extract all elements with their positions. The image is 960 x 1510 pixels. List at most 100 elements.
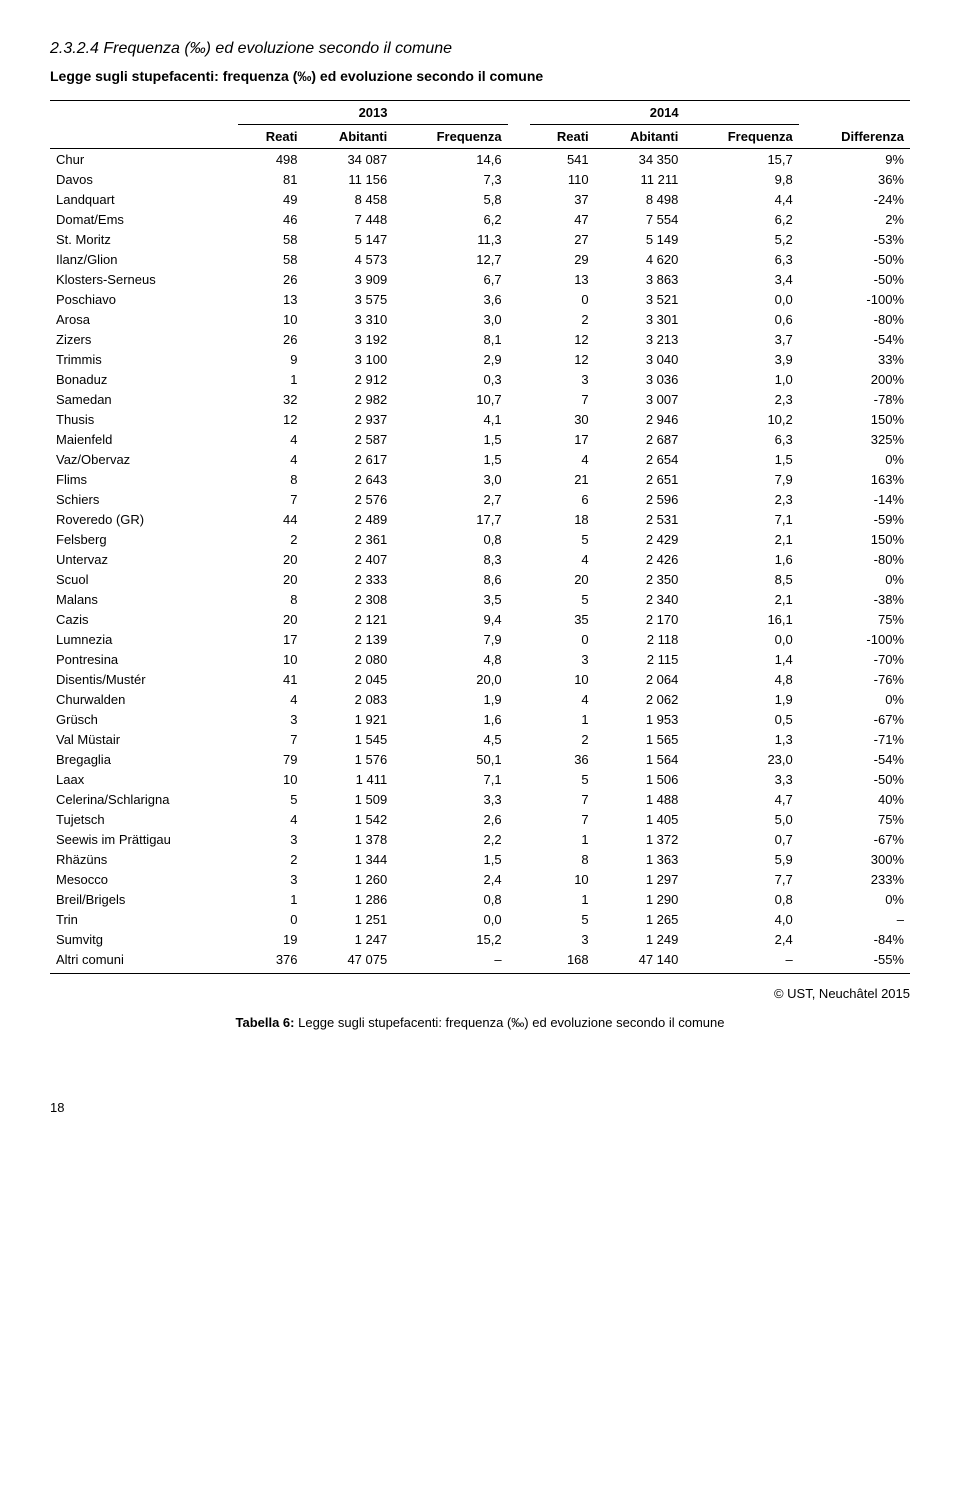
cell-abitanti-2014: 7 554 xyxy=(595,209,685,229)
cell-frequenza-2014: – xyxy=(684,949,798,973)
col-frequenza-2: Frequenza xyxy=(684,125,798,149)
cell-differenza: -50% xyxy=(799,769,910,789)
table-row: Val Müstair71 5454,521 5651,3-71% xyxy=(50,729,910,749)
cell-frequenza-2014: 5,9 xyxy=(684,849,798,869)
cell-differenza: -24% xyxy=(799,189,910,209)
cell-abitanti-2014: 2 426 xyxy=(595,549,685,569)
cell-frequenza-2014: 5,2 xyxy=(684,229,798,249)
cell-abitanti-2014: 2 946 xyxy=(595,409,685,429)
cell-abitanti-2013: 1 411 xyxy=(304,769,394,789)
cell-frequenza-2014: 0,0 xyxy=(684,629,798,649)
cell-comune: Roveredo (GR) xyxy=(50,509,238,529)
cell-differenza: 150% xyxy=(799,529,910,549)
cell-frequenza-2014: 4,0 xyxy=(684,909,798,929)
cell-abitanti-2013: 7 448 xyxy=(304,209,394,229)
cell-reati-2014: 7 xyxy=(530,809,595,829)
table-row: Flims82 6433,0212 6517,9163% xyxy=(50,469,910,489)
cell-differenza: -55% xyxy=(799,949,910,973)
cell-comune: Samedan xyxy=(50,389,238,409)
cell-abitanti-2014: 3 036 xyxy=(595,369,685,389)
cell-frequenza-2013: 7,9 xyxy=(393,629,507,649)
cell-frequenza-2013: 12,7 xyxy=(393,249,507,269)
cell-frequenza-2014: 2,4 xyxy=(684,929,798,949)
cell-reati-2014: 1 xyxy=(530,889,595,909)
table-row: Domat/Ems467 4486,2477 5546,22% xyxy=(50,209,910,229)
cell-abitanti-2014: 2 340 xyxy=(595,589,685,609)
cell-differenza: 163% xyxy=(799,469,910,489)
cell-differenza: 0% xyxy=(799,449,910,469)
cell-reati-2014: 5 xyxy=(530,769,595,789)
cell-reati-2013: 4 xyxy=(238,809,303,829)
cell-frequenza-2014: 8,5 xyxy=(684,569,798,589)
cell-differenza: -100% xyxy=(799,629,910,649)
cell-abitanti-2014: 2 170 xyxy=(595,609,685,629)
table-row: Landquart498 4585,8378 4984,4-24% xyxy=(50,189,910,209)
cell-abitanti-2013: 1 251 xyxy=(304,909,394,929)
cell-reati-2014: 7 xyxy=(530,789,595,809)
cell-abitanti-2014: 2 350 xyxy=(595,569,685,589)
cell-comune: Bonaduz xyxy=(50,369,238,389)
cell-frequenza-2013: 4,5 xyxy=(393,729,507,749)
cell-frequenza-2014: 7,9 xyxy=(684,469,798,489)
table-row: Breil/Brigels11 2860,811 2900,80% xyxy=(50,889,910,909)
cell-abitanti-2013: 1 921 xyxy=(304,709,394,729)
cell-comune: Grüsch xyxy=(50,709,238,729)
cell-frequenza-2013: 6,2 xyxy=(393,209,507,229)
cell-abitanti-2013: 2 643 xyxy=(304,469,394,489)
cell-abitanti-2013: 1 344 xyxy=(304,849,394,869)
cell-frequenza-2013: 4,8 xyxy=(393,649,507,669)
cell-abitanti-2014: 2 064 xyxy=(595,669,685,689)
cell-differenza: -70% xyxy=(799,649,910,669)
cell-differenza: -67% xyxy=(799,829,910,849)
table-row: Poschiavo133 5753,603 5210,0-100% xyxy=(50,289,910,309)
cell-frequenza-2014: 0,5 xyxy=(684,709,798,729)
cell-abitanti-2014: 1 953 xyxy=(595,709,685,729)
cell-abitanti-2014: 5 149 xyxy=(595,229,685,249)
table-row: Vaz/Obervaz42 6171,542 6541,50% xyxy=(50,449,910,469)
cell-reati-2014: 12 xyxy=(530,329,595,349)
cell-frequenza-2013: 8,6 xyxy=(393,569,507,589)
table-row: Mesocco31 2602,4101 2977,7233% xyxy=(50,869,910,889)
year-header-row: 2013 2014 xyxy=(50,101,910,125)
cell-reati-2014: 27 xyxy=(530,229,595,249)
cell-frequenza-2013: 5,8 xyxy=(393,189,507,209)
cell-frequenza-2014: 1,0 xyxy=(684,369,798,389)
cell-abitanti-2014: 34 350 xyxy=(595,149,685,170)
cell-abitanti-2013: 47 075 xyxy=(304,949,394,973)
table-row: Churwalden42 0831,942 0621,90% xyxy=(50,689,910,709)
cell-reati-2013: 4 xyxy=(238,449,303,469)
cell-abitanti-2013: 2 982 xyxy=(304,389,394,409)
cell-comune: Breil/Brigels xyxy=(50,889,238,909)
cell-abitanti-2014: 2 531 xyxy=(595,509,685,529)
cell-differenza: -84% xyxy=(799,929,910,949)
table-row: Chur49834 08714,654134 35015,79% xyxy=(50,149,910,170)
cell-frequenza-2014: 0,8 xyxy=(684,889,798,909)
data-table: 2013 2014 Reati Abitanti Frequenza Reati… xyxy=(50,100,910,974)
cell-reati-2013: 4 xyxy=(238,429,303,449)
cell-reati-2013: 5 xyxy=(238,789,303,809)
table-row: Disentis/Mustér412 04520,0102 0644,8-76% xyxy=(50,669,910,689)
cell-comune: Rhäzüns xyxy=(50,849,238,869)
table-row: Celerina/Schlarigna51 5093,371 4884,740% xyxy=(50,789,910,809)
cell-frequenza-2014: 1,4 xyxy=(684,649,798,669)
cell-abitanti-2013: 2 617 xyxy=(304,449,394,469)
cell-abitanti-2013: 1 545 xyxy=(304,729,394,749)
cell-frequenza-2013: 0,0 xyxy=(393,909,507,929)
table-row: Bregaglia791 57650,1361 56423,0-54% xyxy=(50,749,910,769)
cell-frequenza-2013: 2,2 xyxy=(393,829,507,849)
col-abitanti: Abitanti xyxy=(304,125,394,149)
cell-frequenza-2013: 11,3 xyxy=(393,229,507,249)
cell-reati-2014: 35 xyxy=(530,609,595,629)
cell-frequenza-2013: 1,9 xyxy=(393,689,507,709)
cell-frequenza-2013: 3,5 xyxy=(393,589,507,609)
cell-abitanti-2013: 2 407 xyxy=(304,549,394,569)
cell-reati-2014: 10 xyxy=(530,669,595,689)
cell-frequenza-2013: 2,9 xyxy=(393,349,507,369)
cell-reati-2013: 10 xyxy=(238,649,303,669)
cell-frequenza-2014: 0,0 xyxy=(684,289,798,309)
cell-comune: Davos xyxy=(50,169,238,189)
cell-reati-2014: 36 xyxy=(530,749,595,769)
cell-reati-2013: 26 xyxy=(238,269,303,289)
cell-comune: Trimmis xyxy=(50,349,238,369)
table-row: Arosa103 3103,023 3010,6-80% xyxy=(50,309,910,329)
